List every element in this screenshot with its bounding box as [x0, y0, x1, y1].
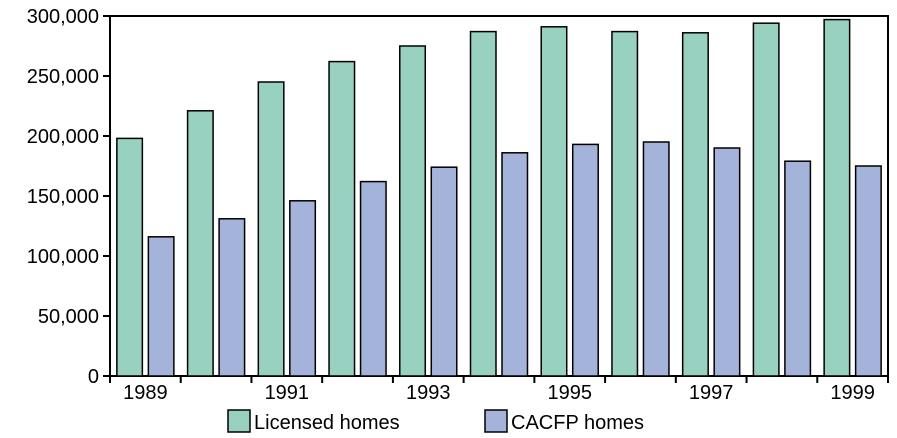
legend-swatch-cacfp: [484, 409, 508, 433]
bar-licensed-1991: [257, 81, 285, 377]
x-axis: 1989 1991 1993 1995 1997 1999: [109, 376, 889, 404]
x-tick-label: 1993: [406, 382, 451, 404]
bar-licensed-1992: [328, 60, 356, 377]
y-tick-label: 50,000: [38, 306, 99, 328]
x-tick-label: 1997: [689, 382, 734, 404]
bar-licensed-1997: [681, 32, 709, 377]
bar-cacfp-1989: [147, 236, 175, 377]
y-tick-label: 100,000: [27, 246, 99, 268]
bar-cacfp-1990: [218, 218, 246, 377]
bar-licensed-1990: [186, 110, 214, 377]
bar-cacfp-1992: [359, 180, 387, 377]
bar-licensed-1996: [611, 30, 639, 377]
bars: [116, 18, 882, 377]
legend-item-cacfp: CACFP homes: [484, 409, 644, 434]
legend: Licensed homes CACFP homes: [227, 409, 644, 434]
x-tick-label: 1995: [547, 382, 592, 404]
bar-licensed-1994: [469, 30, 497, 377]
legend-label-licensed: Licensed homes: [254, 412, 400, 434]
y-tick-label: 250,000: [27, 66, 99, 88]
y-tick-label: 0: [88, 366, 99, 388]
bar-cacfp-1999: [854, 165, 882, 377]
y-tick-label: 200,000: [27, 126, 99, 148]
bar-licensed-1995: [540, 26, 568, 377]
bar-licensed-1993: [399, 45, 427, 377]
legend-label-cacfp: CACFP homes: [511, 412, 644, 434]
bar-cacfp-1995: [571, 143, 599, 377]
x-tick-label: 1999: [830, 382, 875, 404]
bar-licensed-1989: [116, 137, 144, 377]
bar-cacfp-1996: [642, 141, 670, 377]
y-axis: 0 50,000 100,000 150,000 200,000 250,000 300,0…: [27, 6, 110, 388]
bar-cacfp-1998: [784, 160, 812, 377]
bar-cacfp-1991: [289, 200, 317, 377]
legend-swatch-licensed: [227, 409, 251, 433]
x-tick-label: 1989: [123, 382, 168, 404]
bar-cacfp-1994: [501, 152, 529, 377]
y-tick-label: 300,000: [27, 6, 99, 28]
x-tick-label: 1991: [265, 382, 310, 404]
bar-licensed-1998: [752, 22, 780, 377]
legend-item-licensed: Licensed homes: [227, 409, 400, 434]
bar-cacfp-1993: [430, 166, 458, 377]
bar-cacfp-1997: [713, 147, 741, 377]
bar-licensed-1999: [823, 18, 851, 377]
y-tick-label: 150,000: [27, 186, 99, 208]
